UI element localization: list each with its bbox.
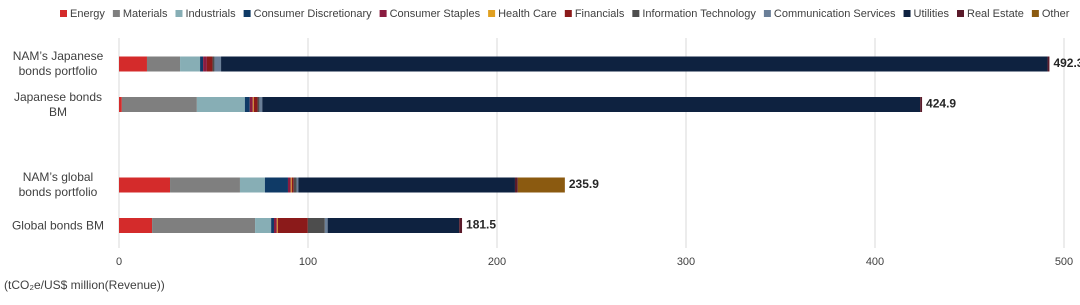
total-label: 492.3 bbox=[1053, 56, 1080, 70]
legend-swatch bbox=[957, 10, 964, 17]
legend-label: Health Care bbox=[498, 8, 557, 20]
bar-segment bbox=[259, 97, 263, 112]
bar-segment bbox=[252, 97, 254, 112]
total-label: 181.5 bbox=[466, 218, 496, 232]
bar-segment bbox=[1047, 56, 1050, 72]
bar-segment bbox=[196, 97, 245, 112]
bar-segment bbox=[324, 218, 328, 233]
bar-segment bbox=[459, 218, 463, 233]
bar-segment bbox=[257, 97, 260, 112]
bar-segment bbox=[277, 218, 308, 233]
legend-label: Communication Services bbox=[774, 8, 896, 20]
x-axis-label: (tCO₂e/US$ million(Revenue)) bbox=[4, 278, 165, 292]
bar-segment bbox=[255, 218, 272, 233]
bar-segment bbox=[200, 56, 204, 72]
x-tick-label: 0 bbox=[116, 256, 122, 268]
x-tick-label: 100 bbox=[299, 256, 317, 268]
bar-segment bbox=[206, 56, 213, 72]
y-tick-label: NAM’s Japanese bonds portfolio bbox=[12, 49, 104, 78]
bar-segment bbox=[180, 56, 201, 72]
bar-segment bbox=[119, 97, 122, 112]
bar-segment bbox=[271, 218, 274, 233]
bar-segment bbox=[293, 177, 297, 193]
legend-label: Utilities bbox=[914, 8, 950, 20]
bar-segment bbox=[253, 97, 258, 112]
legend-label: Real Estate bbox=[967, 8, 1024, 20]
bar-segment bbox=[517, 177, 565, 193]
bar-segment bbox=[203, 56, 207, 72]
x-tick-label: 400 bbox=[866, 256, 884, 268]
legend-swatch bbox=[632, 10, 640, 17]
bar-segment bbox=[291, 177, 294, 193]
legend-label: Other bbox=[1042, 8, 1070, 20]
bar-segment bbox=[121, 97, 197, 112]
bar-segment bbox=[262, 97, 921, 112]
legend-label: Industrials bbox=[185, 8, 236, 20]
y-tick-label: Japanese bonds BM bbox=[13, 89, 103, 119]
legend-swatch bbox=[1031, 10, 1039, 17]
bar-segment bbox=[244, 97, 250, 112]
bar-segment bbox=[249, 97, 253, 112]
bar-segment bbox=[119, 177, 171, 193]
bar-segment bbox=[327, 218, 460, 233]
x-tick-label: 200 bbox=[488, 256, 506, 268]
legend-swatch bbox=[379, 10, 387, 17]
legend-swatch bbox=[175, 10, 183, 17]
bar-segment bbox=[119, 56, 147, 72]
legend-label: Materials bbox=[123, 8, 168, 20]
bar-segment bbox=[296, 177, 299, 193]
bar-segment bbox=[239, 177, 265, 193]
bar-segment bbox=[276, 218, 278, 233]
legend-label: Energy bbox=[70, 8, 105, 20]
total-label: 424.9 bbox=[926, 97, 956, 111]
bar-segment bbox=[307, 218, 325, 233]
bar-segment bbox=[273, 218, 277, 233]
bar-segment bbox=[214, 56, 222, 72]
legend-swatch bbox=[112, 10, 120, 17]
legend-swatch bbox=[763, 10, 771, 17]
bar-segment bbox=[298, 177, 515, 193]
bar-segment bbox=[119, 218, 153, 233]
legend-swatch bbox=[243, 10, 251, 17]
y-tick-label: NAM’s global bonds portfolio bbox=[18, 170, 98, 199]
legend-swatch bbox=[60, 10, 67, 17]
legend-label: Consumer Staples bbox=[390, 8, 481, 20]
bar-segment bbox=[146, 56, 181, 72]
legend-swatch bbox=[903, 10, 911, 17]
legend-swatch bbox=[564, 10, 572, 17]
bar-segment bbox=[287, 177, 291, 193]
y-tick-label: Global bonds BM bbox=[11, 218, 105, 232]
legend-swatch bbox=[488, 10, 496, 17]
bar-segment bbox=[212, 56, 215, 72]
bar-segment bbox=[152, 218, 256, 233]
legend-label: Information Technology bbox=[642, 8, 756, 20]
bar-segment bbox=[290, 177, 292, 193]
x-tick-label: 300 bbox=[677, 256, 695, 268]
legend-label: Consumer Discretionary bbox=[254, 8, 372, 20]
legend-label: Financials bbox=[575, 8, 625, 20]
x-tick-label: 500 bbox=[1055, 256, 1073, 268]
total-label: 235.9 bbox=[569, 177, 599, 191]
bar-segment bbox=[514, 177, 518, 193]
bar-segment bbox=[264, 177, 288, 193]
bar-segment bbox=[920, 97, 923, 112]
bar-segment bbox=[221, 56, 1048, 72]
bar-segment bbox=[170, 177, 240, 193]
